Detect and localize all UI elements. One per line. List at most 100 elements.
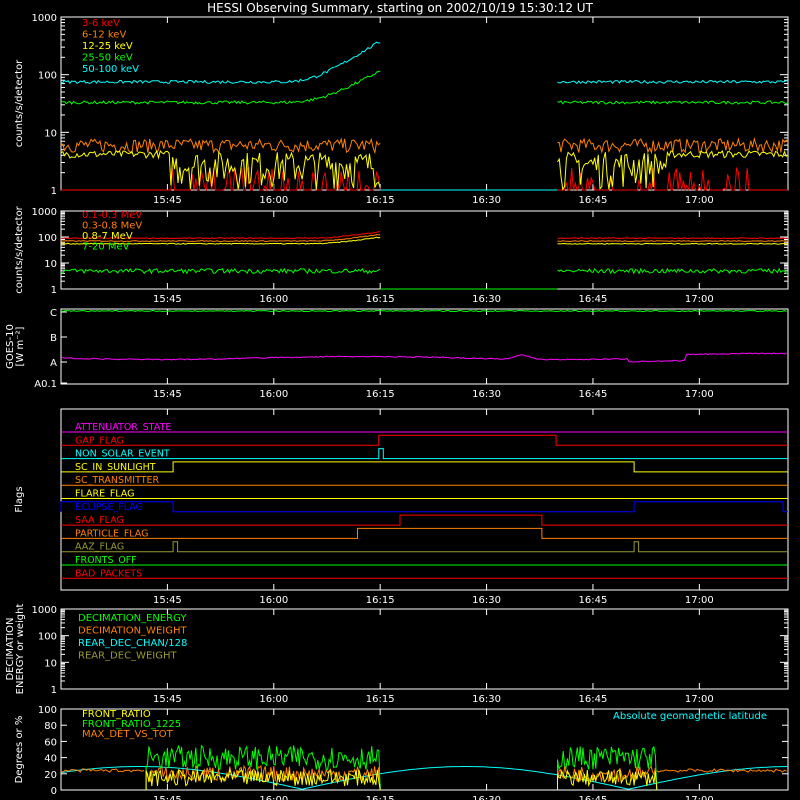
panel-frame-4 [60, 408, 789, 591]
y-tick-label: 100 [38, 233, 57, 244]
x-tick-label: 15:45 [153, 389, 182, 400]
flag-label: AAZ_FLAG [75, 542, 124, 553]
y-tick-label: 10 [44, 658, 57, 669]
x-tick-label: 16:00 [259, 595, 288, 606]
flag-label: SC_TRANSMITTER [75, 475, 160, 486]
flag-label: SC_IN_SUNLIGHT [75, 462, 156, 473]
x-tick-label: 16:15 [366, 195, 395, 206]
legend-entry: 0.1-0.3 MeV [82, 210, 142, 221]
x-tick-label: 16:00 [259, 795, 288, 800]
y-axis-label: counts/s/detector [14, 59, 25, 147]
y-tick-label: 10 [44, 128, 57, 139]
series-line [557, 242, 789, 245]
y-tick-label: B [50, 333, 57, 344]
series-line [557, 166, 788, 192]
goes-high-channel [60, 309, 787, 313]
x-tick-label: 16:45 [579, 795, 608, 800]
flag-line [61, 448, 788, 460]
legend-entry: FRONT_RATIO_1225 [82, 719, 181, 730]
y-axis-label: ENERGY or weight [15, 604, 26, 695]
series-line [557, 100, 789, 105]
y-tick-label: 1000 [32, 207, 57, 218]
x-tick-label: 16:30 [472, 795, 501, 800]
y-tick-label: 1 [51, 285, 57, 296]
y-tick-label: 80 [44, 721, 57, 732]
flag-line [61, 527, 788, 539]
y-tick-label: 60 [44, 737, 57, 748]
series-line [60, 236, 381, 245]
y-tick-label: A [50, 358, 57, 369]
series-line [61, 166, 381, 192]
y-axis-label: GOES-10 [5, 324, 16, 369]
x-tick-label: 17:00 [685, 195, 714, 206]
legend-entry: 7-20 MeV [82, 242, 130, 253]
annotation-label: Absolute geomagnetic latitude [613, 711, 767, 722]
chart-title: HESSI Observing Summary, starting on 200… [207, 1, 593, 15]
x-tick-label: 16:45 [579, 195, 608, 206]
series-line [557, 136, 789, 155]
series-line [145, 764, 381, 791]
panel-frame-3 [60, 308, 789, 385]
flag-line [61, 514, 788, 526]
series-line [60, 231, 381, 240]
x-tick-label: 16:30 [472, 694, 501, 705]
series-line [60, 41, 381, 85]
x-tick-label: 16:30 [472, 195, 501, 206]
legend-entry: DECIMATION_ENERGY [78, 613, 187, 624]
goes-low-channel [60, 352, 787, 363]
y-axis-label: DECIMATION [5, 617, 16, 680]
series-line [557, 237, 788, 240]
series-line [60, 234, 381, 243]
x-tick-label: 16:00 [259, 694, 288, 705]
y-tick-label: 1 [51, 685, 57, 696]
series-line [60, 768, 145, 773]
flag-line [60, 501, 788, 513]
y-tick-label: C [50, 308, 57, 319]
y-tick-label: 10 [44, 259, 57, 270]
x-tick-label: 17:00 [685, 595, 714, 606]
x-tick-label: 16:45 [579, 694, 608, 705]
series-line [557, 79, 789, 85]
flag-label: BAD_PACKETS [75, 568, 142, 579]
y-tick-label: 20 [44, 770, 57, 781]
legend-entry: REAR_DEC_WEIGHT [78, 651, 177, 662]
geomagnetic-latitude-line [60, 766, 789, 790]
x-tick-label: 17:00 [685, 795, 714, 800]
x-tick-label: 16:30 [472, 595, 501, 606]
x-tick-label: 15:45 [153, 795, 182, 800]
x-tick-label: 15:45 [153, 294, 182, 305]
x-tick-label: 17:00 [685, 389, 714, 400]
y-tick-label: 40 [44, 754, 57, 765]
legend-entry: REAR_DEC_CHAN/128 [78, 638, 187, 649]
flag-label: GAP_FLAG [75, 435, 124, 446]
flag-label: PARTICLE_FLAG [75, 528, 148, 539]
x-tick-label: 16:15 [366, 389, 395, 400]
series-line [60, 137, 381, 155]
x-tick-label: 16:15 [366, 795, 395, 800]
y-tick-label: 1000 [32, 605, 57, 616]
y-axis-label: [W m⁻²] [15, 326, 26, 366]
x-tick-label: 17:00 [685, 294, 714, 305]
series-line [60, 70, 381, 105]
y-tick-label: 1000 [32, 13, 57, 24]
series-line [145, 768, 381, 791]
flag-label: FRONTS_OFF [75, 555, 137, 566]
y-axis-label: counts/s/detector [14, 205, 25, 293]
x-tick-label: 16:00 [259, 195, 288, 206]
legend-entry: FRONT_RATIO [82, 709, 151, 720]
flag-line [61, 541, 788, 553]
x-tick-label: 16:45 [579, 294, 608, 305]
series-line [557, 267, 789, 275]
series-line [60, 150, 381, 190]
y-tick-label: 0 [51, 786, 57, 797]
x-tick-label: 16:15 [366, 694, 395, 705]
y-tick-label: 100 [38, 705, 57, 716]
legend-entry: 50-100 keV [82, 64, 139, 75]
y-tick-label: A0.1 [34, 379, 57, 390]
legend-entry: 12-25 keV [82, 41, 133, 52]
legend-entry: 3-6 keV [82, 18, 120, 29]
panel-frame-6 [60, 708, 789, 791]
x-tick-label: 16:00 [259, 294, 288, 305]
legend-entry: 25-50 keV [82, 53, 133, 64]
